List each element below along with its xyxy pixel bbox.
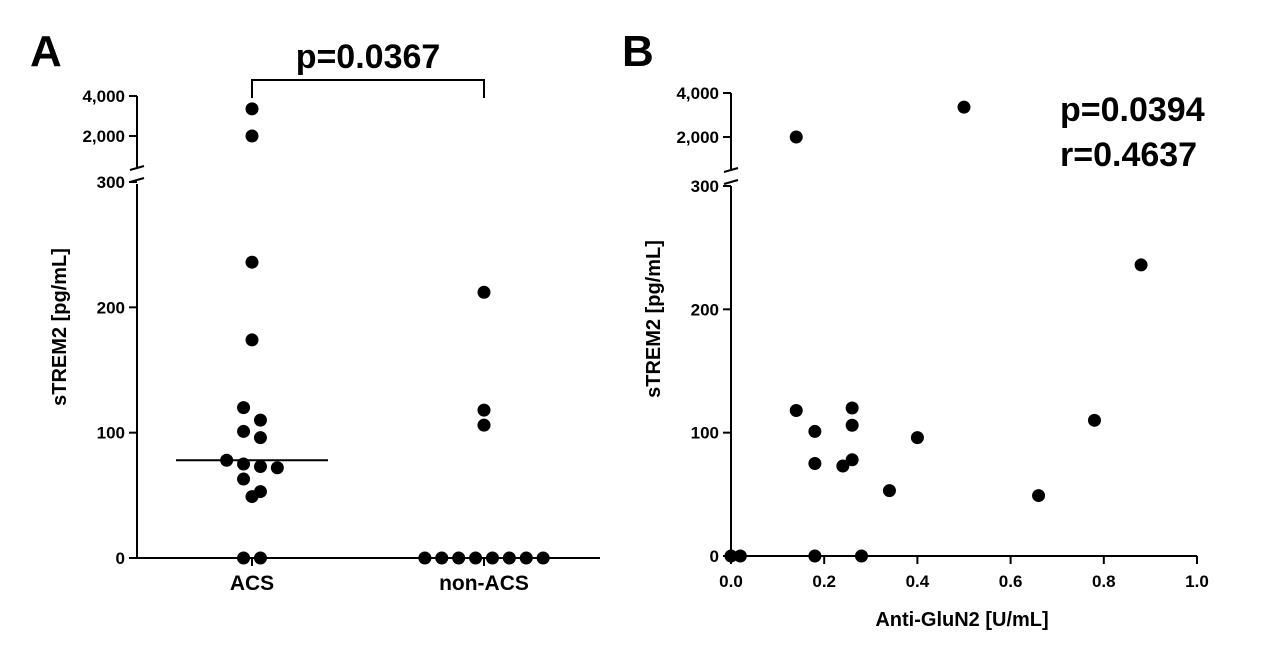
y-tick-label: 200 [97, 298, 125, 317]
data-point [845, 453, 859, 467]
y-tick-label: 300 [97, 173, 125, 192]
data-point [237, 401, 251, 415]
panel-a-category-non-acs: non-ACS [439, 572, 529, 595]
data-point [253, 413, 267, 427]
panel-b-axis-break-upper [723, 167, 739, 173]
panel-b-r-value: r=0.4637 [1060, 136, 1197, 174]
data-point [1087, 413, 1101, 427]
data-point [237, 551, 251, 565]
panel-a-significance-bracket [251, 79, 485, 98]
panel-b-x-ticks: 0.0 0.2 0.4 0.6 0.8 1.0 [719, 556, 1209, 591]
panel-b-y-ticks-lower: 0 100 200 300 [691, 177, 731, 566]
data-point [957, 100, 971, 114]
data-point [477, 403, 491, 417]
panel-b-p-value: p=0.0394 [1060, 91, 1205, 129]
data-point [477, 418, 491, 432]
panel-a-points [220, 102, 550, 565]
data-point [845, 418, 859, 432]
data-point [245, 333, 259, 347]
data-point [245, 102, 259, 116]
data-point [836, 459, 850, 473]
panel-b-axis-break-lower [723, 179, 739, 185]
y-tick-label: 100 [97, 424, 125, 443]
data-point [882, 484, 896, 498]
data-point [1032, 489, 1046, 503]
data-point [808, 457, 822, 470]
panel-a-y-axis-title: sTREM2 [pg/mL] [49, 248, 71, 406]
data-point [237, 457, 251, 471]
data-point [253, 460, 267, 474]
y-tick-label: 100 [691, 424, 719, 443]
panel-b-x-axis-title: Anti-GluN2 [U/mL] [875, 609, 1048, 631]
x-tick-label: 1.0 [1185, 572, 1209, 591]
data-point [854, 549, 868, 563]
data-point [910, 431, 924, 445]
data-point [237, 424, 251, 438]
panel-a-y-ticks-lower: 0 100 200 300 [97, 173, 137, 568]
data-point [418, 551, 432, 565]
x-tick-label: 0.8 [1092, 572, 1116, 591]
data-point [245, 129, 259, 143]
data-point [789, 130, 803, 144]
panel-b: B 0 100 200 300 2,000 4,000 0.0 0.2 0.4 0.6 0.8 1… [622, 27, 1209, 631]
y-tick-label: 300 [691, 177, 719, 196]
data-point [220, 453, 234, 467]
panel-a: A 0 100 200 300 2,000 4,000 ACS non-ACS sTRE… [30, 27, 600, 595]
y-tick-label: 0 [116, 549, 125, 568]
data-point [808, 424, 822, 438]
panel-a-p-value: p=0.0367 [296, 38, 441, 76]
panel-a-category-acs: ACS [230, 572, 274, 595]
panel-a-axis-break-upper [129, 165, 145, 171]
data-point [452, 551, 466, 565]
panel-b-letter: B [622, 27, 654, 76]
x-tick-label: 0.4 [906, 572, 930, 591]
panel-b-y-ticks-upper: 2,000 4,000 [676, 84, 731, 147]
data-point [789, 403, 803, 417]
y-tick-label: 0 [710, 547, 719, 566]
data-point [502, 551, 516, 565]
y-tick-label: 2,000 [82, 127, 125, 146]
y-tick-label: 200 [691, 300, 719, 319]
panel-a-letter: A [30, 27, 62, 76]
data-point [469, 551, 483, 565]
data-point [245, 255, 259, 269]
data-point [519, 551, 533, 565]
data-point [245, 490, 259, 504]
data-point [724, 549, 738, 563]
data-point [845, 401, 859, 415]
data-point [808, 549, 822, 563]
data-point [253, 431, 267, 445]
data-point [270, 461, 284, 475]
data-point [1134, 258, 1148, 272]
y-tick-label: 4,000 [676, 84, 719, 103]
data-point [253, 551, 267, 565]
panel-b-y-axis-title: sTREM2 [pg/mL] [643, 240, 665, 398]
x-tick-label: 0.6 [999, 572, 1023, 591]
y-tick-label: 2,000 [676, 128, 719, 147]
data-point [435, 551, 449, 565]
panel-a-y-ticks-upper: 2,000 4,000 [82, 87, 137, 146]
data-point [237, 472, 251, 486]
data-point [733, 549, 747, 563]
data-point [536, 551, 550, 565]
data-point [485, 551, 499, 565]
data-point [477, 285, 491, 299]
y-tick-label: 4,000 [82, 87, 125, 106]
panel-b-points [724, 100, 1148, 563]
x-tick-label: 0.2 [812, 572, 836, 591]
x-tick-label: 0.0 [719, 572, 743, 591]
